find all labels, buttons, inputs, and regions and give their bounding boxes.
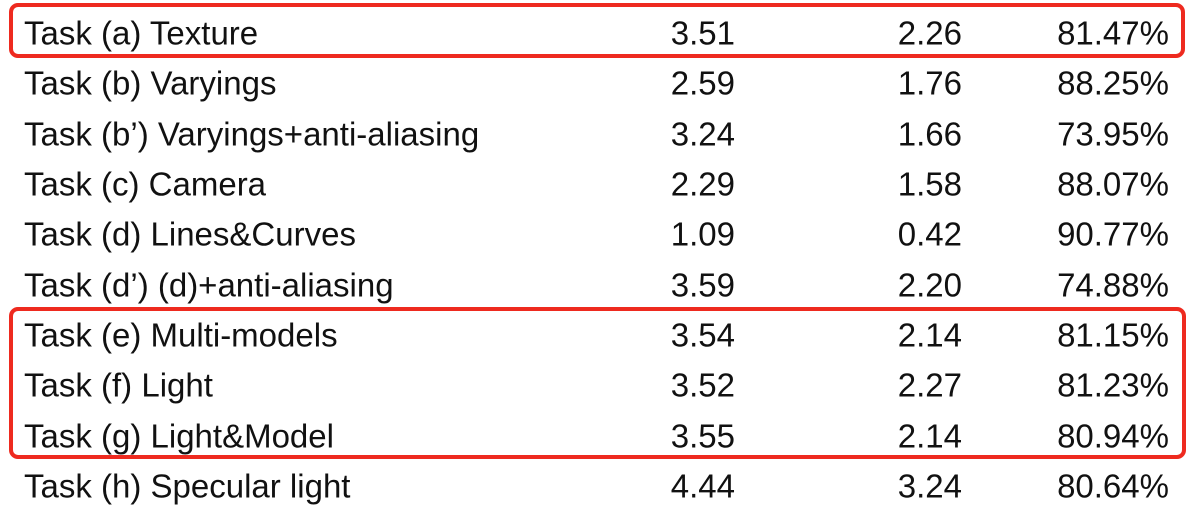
- value-col-3: 80.94%: [1057, 417, 1169, 455]
- value-col-1: 3.55: [670, 417, 735, 455]
- task-name: Task (b’) Varyings+anti-aliasing: [24, 115, 480, 153]
- task-name: Task (d’) (d)+anti-aliasing: [24, 266, 394, 304]
- value-col-2: 2.26: [897, 14, 962, 52]
- task-name: Task (f) Light: [24, 366, 213, 404]
- value-col-3: 81.23%: [1057, 366, 1169, 404]
- table-row: Task (c) Camera 2.29 1.58 88.07%: [0, 159, 1199, 209]
- value-col-1: 3.51: [670, 14, 735, 52]
- table-row: Task (h) Specular light 4.44 3.24 80.64%: [0, 461, 1199, 511]
- task-name: Task (a) Texture: [24, 14, 259, 52]
- value-col-3: 80.64%: [1057, 467, 1169, 505]
- value-col-1: 1.09: [670, 215, 735, 253]
- value-col-3: 81.15%: [1057, 316, 1169, 354]
- value-col-2: 0.42: [897, 215, 962, 253]
- task-name: Task (h) Specular light: [24, 467, 351, 505]
- value-col-3: 73.95%: [1057, 115, 1169, 153]
- table-row: Task (d’) (d)+anti-aliasing 3.59 2.20 74…: [0, 259, 1199, 309]
- value-col-2: 2.14: [897, 316, 962, 354]
- value-col-2: 3.24: [897, 467, 962, 505]
- table-row: Task (g) Light&Model 3.55 2.14 80.94%: [0, 410, 1199, 460]
- value-col-2: 1.58: [897, 165, 962, 203]
- task-name: Task (e) Multi-models: [24, 316, 338, 354]
- value-col-3: 88.25%: [1057, 64, 1169, 102]
- task-name: Task (c) Camera: [24, 165, 267, 203]
- value-col-1: 3.24: [670, 115, 735, 153]
- value-col-2: 1.66: [897, 115, 962, 153]
- table-row: Task (b) Varyings 2.59 1.76 88.25%: [0, 58, 1199, 108]
- table-row: Task (e) Multi-models 3.54 2.14 81.15%: [0, 310, 1199, 360]
- table-row: Task (f) Light 3.52 2.27 81.23%: [0, 360, 1199, 410]
- table-row: Task (b’) Varyings+anti-aliasing 3.24 1.…: [0, 109, 1199, 159]
- value-col-1: 4.44: [670, 467, 735, 505]
- value-col-3: 81.47%: [1057, 14, 1169, 52]
- table-row: Task (d) Lines&Curves 1.09 0.42 90.77%: [0, 209, 1199, 259]
- task-name: Task (d) Lines&Curves: [24, 215, 356, 253]
- table-row: Task (a) Texture 3.51 2.26 81.47%: [0, 8, 1199, 58]
- value-col-3: 74.88%: [1057, 266, 1169, 304]
- value-col-1: 2.59: [670, 64, 735, 102]
- value-col-2: 1.76: [897, 64, 962, 102]
- value-col-1: 3.54: [670, 316, 735, 354]
- task-name: Task (g) Light&Model: [24, 417, 334, 455]
- value-col-1: 3.52: [670, 366, 735, 404]
- value-col-2: 2.27: [897, 366, 962, 404]
- value-col-1: 2.29: [670, 165, 735, 203]
- value-col-3: 88.07%: [1057, 165, 1169, 203]
- value-col-3: 90.77%: [1057, 215, 1169, 253]
- value-col-1: 3.59: [670, 266, 735, 304]
- value-col-2: 2.20: [897, 266, 962, 304]
- value-col-2: 2.14: [897, 417, 962, 455]
- task-name: Task (b) Varyings: [24, 64, 277, 102]
- results-table: Task (a) Texture 3.51 2.26 81.47% Task (…: [0, 8, 1199, 511]
